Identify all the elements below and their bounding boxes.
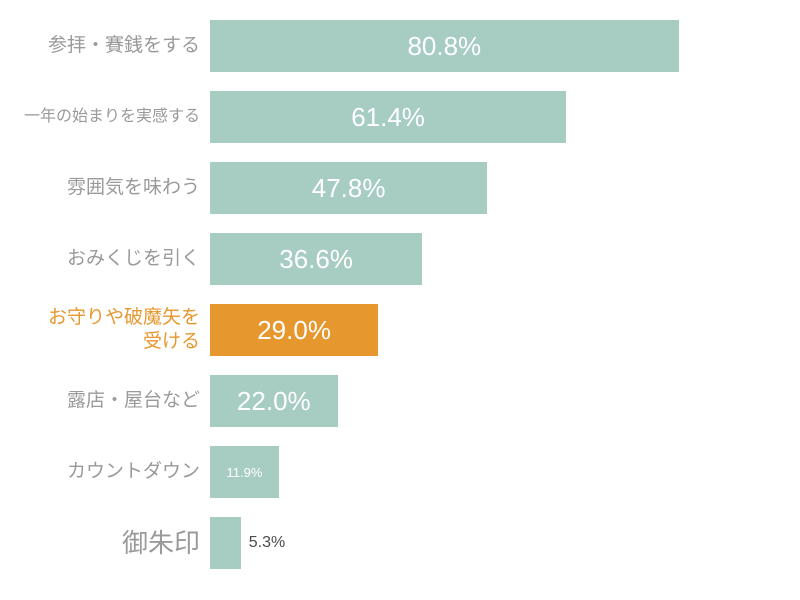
bar: 47.8% xyxy=(210,162,487,214)
bar-chart: 参拝・賽銭をする 80.8% 一年の始まりを実感する 61.4% 雰囲気を味わう 47.8… xyxy=(0,20,790,569)
bar-row: 一年の始まりを実感する 61.4% xyxy=(0,91,790,143)
bar-container: 29.0% xyxy=(210,304,790,356)
bar-row: 露店・屋台など 22.0% xyxy=(0,375,790,427)
bar-label: おみくじを引く xyxy=(0,247,210,271)
bar-label: 御朱印 xyxy=(0,527,210,560)
bar-label: 露店・屋台など xyxy=(0,389,210,413)
bar-value: 61.4% xyxy=(351,102,425,133)
bar: 22.0% xyxy=(210,375,338,427)
bar-row: カウントダウン 11.9% xyxy=(0,446,790,498)
bar-value: 29.0% xyxy=(257,315,331,346)
bar-row: 御朱印5.3% xyxy=(0,517,790,569)
bar: 29.0% xyxy=(210,304,378,356)
bar-label: 一年の始まりを実感する xyxy=(0,107,210,127)
bar-value: 80.8% xyxy=(407,31,481,62)
bar-label: 雰囲気を味わう xyxy=(0,176,210,200)
bar-row: 参拝・賽銭をする 80.8% xyxy=(0,20,790,72)
bar: 36.6% xyxy=(210,233,422,285)
bar-value: 11.9% xyxy=(227,465,263,480)
bar: 11.9% xyxy=(210,446,279,498)
bar: 5.3% xyxy=(210,517,241,569)
bar-container: 61.4% xyxy=(210,91,790,143)
bar-value: 5.3% xyxy=(249,534,285,552)
bar-container: 80.8% xyxy=(210,20,790,72)
bar-value: 47.8% xyxy=(312,173,386,204)
bar-label: 参拝・賽銭をする xyxy=(0,34,210,58)
bar-value: 22.0% xyxy=(237,386,311,417)
bar-label: お守りや破魔矢を受ける xyxy=(0,306,210,354)
bar-container: 47.8% xyxy=(210,162,790,214)
bar: 61.4% xyxy=(210,91,566,143)
bar-label: カウントダウン xyxy=(0,460,210,484)
bar-container: 36.6% xyxy=(210,233,790,285)
bar-container: 22.0% xyxy=(210,375,790,427)
bar-row: おみくじを引く 36.6% xyxy=(0,233,790,285)
bar-container: 5.3% xyxy=(210,517,790,569)
bar: 80.8% xyxy=(210,20,679,72)
bar-row: 雰囲気を味わう 47.8% xyxy=(0,162,790,214)
bar-container: 11.9% xyxy=(210,446,790,498)
bar-value: 36.6% xyxy=(279,244,353,275)
bar-row: お守りや破魔矢を受ける 29.0% xyxy=(0,304,790,356)
